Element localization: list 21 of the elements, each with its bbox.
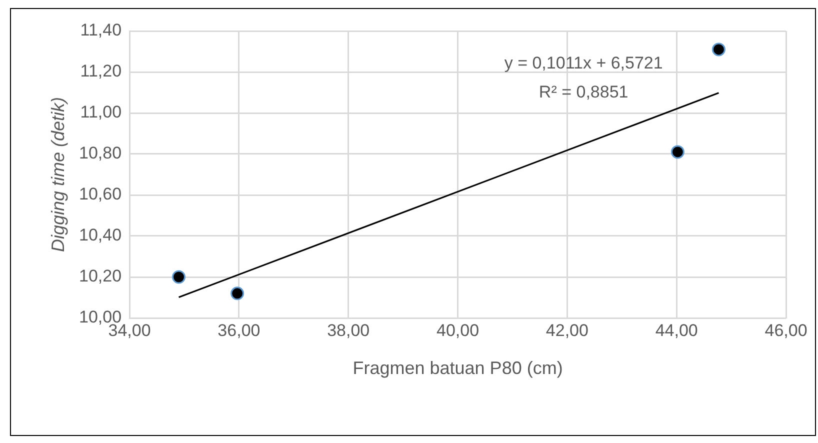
x-tick-label: 44,00 [655, 320, 698, 340]
y-tick-label: 10,40 [78, 226, 122, 245]
x-tick-label: 42,00 [546, 320, 588, 340]
point [670, 145, 684, 159]
y-tick-label: 10,80 [78, 144, 122, 163]
y-axis-title: Digging time (detik) [48, 96, 68, 252]
x-tick-label: 36,00 [218, 320, 260, 340]
x-tick-label: 40,00 [436, 320, 480, 340]
x-tick-label: 46,00 [764, 320, 808, 340]
x-axis-title: Fragmen batuan P80 (cm) [352, 358, 563, 378]
y-tick-label: 11,40 [80, 20, 122, 40]
y-tick-label: 11,20 [80, 62, 122, 81]
y-tick-label: 10,20 [78, 266, 122, 286]
annotation: R² = 0,8851 [538, 82, 628, 102]
y-tick-label: 11,00 [80, 102, 122, 122]
x-tick-label: 38,00 [327, 320, 370, 340]
y-tick-label: 10,60 [78, 184, 122, 204]
point [230, 286, 244, 300]
annotation: y = 0,1011x + 6,5721 [504, 53, 663, 72]
point [712, 42, 726, 56]
point [172, 270, 186, 284]
